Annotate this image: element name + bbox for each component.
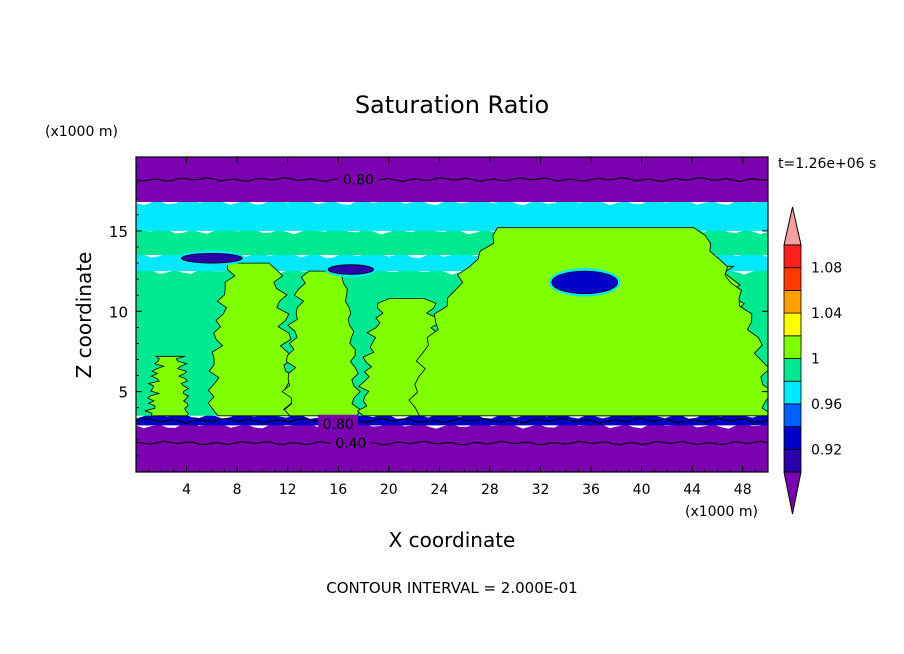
colorbar-box-2 — [783, 403, 802, 427]
colorbar-box-0 — [783, 448, 802, 473]
z-unit-label: (x1000 m) — [45, 124, 118, 140]
contour-080-lower — [136, 417, 768, 424]
colorbar-box-5 — [783, 335, 802, 359]
dry-patch-1 — [327, 264, 375, 275]
band-0 — [136, 422, 768, 472]
plume-layer — [143, 227, 768, 417]
x-tick-label-8: 36 — [582, 482, 600, 498]
plume-1 — [207, 262, 297, 417]
contour-040 — [136, 440, 768, 446]
colorbar-box-3 — [783, 380, 802, 405]
y-tick-label-2: 15 — [109, 223, 128, 241]
colorbar-top-triangle — [783, 206, 802, 246]
band-5 — [136, 198, 768, 231]
colorbar-box-8 — [783, 267, 802, 291]
y-axis-label: Z coordinate — [72, 252, 96, 379]
x-tick-label-7: 32 — [532, 482, 550, 498]
y-tick-label-1: 10 — [109, 303, 128, 321]
colorbar-label-1: 0.96 — [811, 397, 842, 413]
x-unit-label: (x1000 m) — [685, 504, 758, 520]
contour-label-2: 0.40 — [335, 436, 366, 452]
x-tick-label-6: 28 — [481, 482, 499, 498]
colorbar-label-0: 0.92 — [811, 442, 842, 458]
plume-0 — [143, 355, 190, 417]
colorbar-box-6 — [783, 312, 802, 337]
x-tick-label-5: 24 — [430, 482, 448, 498]
x-axis-label: X coordinate — [389, 528, 516, 552]
contour-080-upper — [136, 177, 768, 182]
colorbar-label-4: 1.08 — [811, 261, 842, 277]
x-axis-ticks: 4 8 12 16 20 24 28 32 36 40 44 48 — [148, 157, 756, 498]
patch-layer — [178, 250, 621, 297]
dry-patch-2 — [181, 253, 243, 264]
colorbar-label-2: 1 — [811, 352, 820, 368]
plot-area — [136, 157, 768, 472]
colorbar-box-4 — [783, 358, 802, 382]
contour-layer — [136, 177, 768, 446]
x-tick-label-1: 8 — [233, 482, 242, 498]
contour-label-1: 0.80 — [323, 417, 354, 433]
x-tick-label-9: 40 — [633, 482, 651, 498]
x-tick-label-4: 20 — [380, 482, 398, 498]
x-tick-label-11: 48 — [734, 482, 752, 498]
contour-label-bg-0 — [338, 170, 379, 187]
dry-patch-0 — [551, 270, 618, 295]
contour-label-0: 0.80 — [343, 173, 374, 189]
colorbar-label-3: 1.04 — [811, 306, 842, 322]
y-axis-ticks: 5 10 15 — [109, 166, 768, 457]
chart-title: Saturation Ratio — [355, 91, 549, 119]
colorbar-box-7 — [783, 289, 802, 314]
colorbar: 0.92 0.96 1 1.04 1.08 — [783, 206, 842, 515]
contour-interval-note: CONTOUR INTERVAL = 2.000E-01 — [326, 579, 577, 597]
x-tick-label-10: 44 — [683, 482, 701, 498]
colorbar-box-1 — [783, 426, 802, 450]
x-tick-label-2: 12 — [279, 482, 297, 498]
x-tick-label-0: 4 — [182, 482, 191, 498]
y-tick-label-0: 5 — [118, 384, 128, 402]
time-label: t=1.26e+06 s — [778, 156, 876, 172]
colorbar-box-9 — [783, 244, 802, 269]
x-tick-label-3: 16 — [329, 482, 347, 498]
contour-label-bg-2 — [330, 434, 371, 451]
contour-labels: 0.80 0.80 0.40 — [318, 170, 379, 452]
contour-label-bg-1 — [318, 414, 359, 431]
plume-7 — [408, 227, 768, 417]
colorbar-bottom-triangle — [783, 471, 802, 515]
